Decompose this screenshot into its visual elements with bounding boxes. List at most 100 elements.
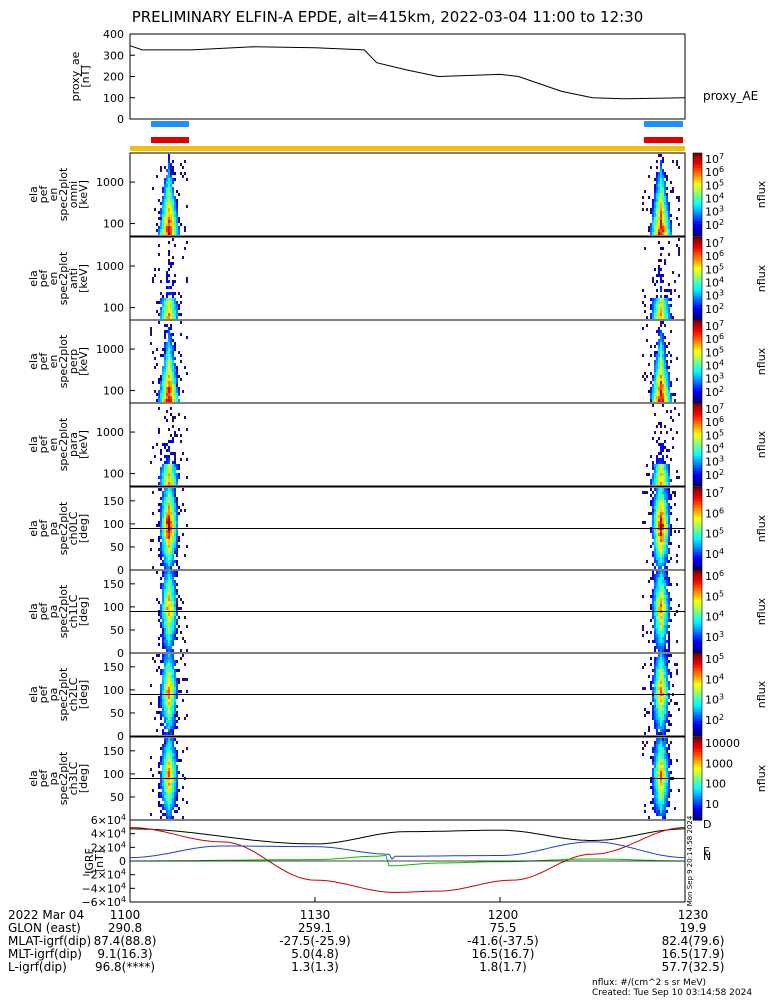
colorbar-cell bbox=[693, 487, 702, 491]
spectrogram-pixel bbox=[656, 604, 658, 607]
y-axis-label-line: spec2plot bbox=[57, 584, 70, 638]
spectrogram-pixel bbox=[660, 548, 662, 551]
spectrogram-pixel bbox=[162, 613, 164, 616]
spectrogram-pixel bbox=[176, 521, 178, 524]
spectrogram-pixel bbox=[168, 512, 170, 515]
spectrogram-pixel bbox=[166, 229, 168, 232]
spectrogram-pixel bbox=[166, 393, 168, 396]
spectrogram-pixel bbox=[664, 601, 666, 604]
spectrogram-pixel bbox=[654, 604, 656, 607]
spectrogram-pixel bbox=[664, 205, 666, 208]
spectrogram-pixel bbox=[170, 548, 172, 551]
spectrogram-pixel bbox=[174, 399, 176, 402]
spectrogram-pixel bbox=[164, 473, 166, 476]
colorbar-cell bbox=[693, 715, 702, 719]
spectrogram-pixel bbox=[664, 726, 666, 729]
spectrogram-pixel bbox=[152, 446, 154, 449]
spectrogram-pixel bbox=[644, 190, 646, 193]
colorbar-cell bbox=[693, 391, 702, 395]
spectrogram-pixel bbox=[662, 247, 664, 250]
spectrogram-pixel bbox=[662, 646, 664, 649]
spectrogram-pixel bbox=[158, 407, 160, 410]
colorbar-cell bbox=[693, 775, 702, 780]
spectrogram-pixel bbox=[178, 759, 180, 762]
spectrogram-pixel bbox=[166, 580, 168, 583]
spectrogram-pixel bbox=[168, 387, 170, 390]
spectrogram-pixel bbox=[662, 530, 664, 533]
spectrogram-pixel bbox=[158, 786, 160, 789]
spectrogram-pixel bbox=[162, 313, 164, 316]
spectrogram-pixel bbox=[166, 577, 168, 580]
colorbar-cell bbox=[693, 314, 702, 318]
spectrogram-pixel bbox=[678, 238, 680, 241]
spectrogram-pixel bbox=[180, 360, 182, 363]
spectrogram-pixel bbox=[166, 566, 168, 569]
spectrogram-pixel bbox=[170, 774, 172, 777]
spectrogram-pixel bbox=[172, 702, 174, 705]
spectrogram-pixel bbox=[670, 762, 672, 765]
spectrogram-pixel bbox=[162, 672, 164, 675]
spectrogram-pixel bbox=[668, 577, 670, 580]
row-label-mlt: MLT-igrf(dip) bbox=[8, 947, 82, 961]
spectrogram-pixel bbox=[168, 345, 170, 348]
spectrogram-pixel bbox=[162, 494, 164, 497]
spectrogram-pixel bbox=[172, 345, 174, 348]
spectrogram-pixel bbox=[172, 539, 174, 542]
spectrogram-pixel bbox=[664, 310, 666, 313]
spectrogram-pixel bbox=[676, 160, 678, 163]
spectrogram-pixel bbox=[160, 503, 162, 506]
spectrogram-pixel bbox=[660, 330, 662, 333]
spectrogram-pixel bbox=[176, 804, 178, 807]
spectrogram-pixel bbox=[662, 783, 664, 786]
spectrogram-pixel bbox=[668, 351, 670, 354]
spectrogram-pixel bbox=[164, 536, 166, 539]
spectrogram-pixel bbox=[670, 654, 672, 657]
spectrogram-pixel bbox=[168, 813, 170, 816]
spectrogram-pixel bbox=[652, 798, 654, 801]
spectrogram-pixel bbox=[664, 467, 666, 470]
spectrogram-pixel bbox=[170, 669, 172, 672]
spectrogram-pixel bbox=[166, 491, 168, 494]
spectrogram-pixel bbox=[658, 708, 660, 711]
spectrogram-pixel bbox=[662, 619, 664, 622]
spectrogram-pixel bbox=[166, 369, 168, 372]
colorbar-tick-label: 104 bbox=[705, 672, 724, 686]
spectrogram-pixel bbox=[174, 774, 176, 777]
y-axis-label-line: spec2plot bbox=[57, 334, 70, 388]
spectrogram-pixel bbox=[180, 598, 182, 601]
spectrogram-pixel bbox=[654, 708, 656, 711]
spectrogram-pixel bbox=[166, 175, 168, 178]
spectrogram-pixel bbox=[670, 583, 672, 586]
spectrogram-pixel bbox=[162, 378, 164, 381]
spectrogram-pixel bbox=[164, 566, 166, 569]
spectrogram-pixel bbox=[168, 461, 170, 464]
spectrogram-pixel bbox=[162, 366, 164, 369]
spectrogram-pixel bbox=[160, 208, 162, 211]
spectrogram-pixel bbox=[166, 583, 168, 586]
spectrogram-pixel bbox=[658, 327, 660, 330]
spectrogram-pixel bbox=[156, 393, 158, 396]
colorbar-cell bbox=[693, 572, 702, 577]
spectrogram-pixel bbox=[172, 657, 174, 660]
spectrogram-pixel bbox=[662, 175, 664, 178]
spectrogram-pixel bbox=[162, 571, 164, 574]
spectrogram-pixel bbox=[170, 393, 172, 396]
colorbar-cell bbox=[693, 388, 702, 392]
spectrogram-pixel bbox=[160, 488, 162, 491]
spectrogram-pixel bbox=[660, 351, 662, 354]
spectrogram-pixel bbox=[172, 387, 174, 390]
row-value: 5.0(4.8) bbox=[291, 947, 339, 961]
spectrogram-pixel bbox=[660, 390, 662, 393]
spectrogram-pixel bbox=[662, 759, 664, 762]
spectrogram-pixel bbox=[652, 509, 654, 512]
spectrogram-pixel bbox=[176, 607, 178, 610]
spectrogram-pixel bbox=[174, 720, 176, 723]
colorbar-cell bbox=[693, 340, 702, 345]
spectrogram-pixel bbox=[656, 387, 658, 390]
spectrogram-pixel bbox=[156, 524, 158, 527]
spectrogram-pixel bbox=[170, 187, 172, 190]
spectrogram-pixel bbox=[658, 580, 660, 583]
colorbar-cell bbox=[693, 293, 702, 297]
spectrogram-pixel bbox=[154, 717, 156, 720]
spectrogram-pixel bbox=[172, 804, 174, 807]
